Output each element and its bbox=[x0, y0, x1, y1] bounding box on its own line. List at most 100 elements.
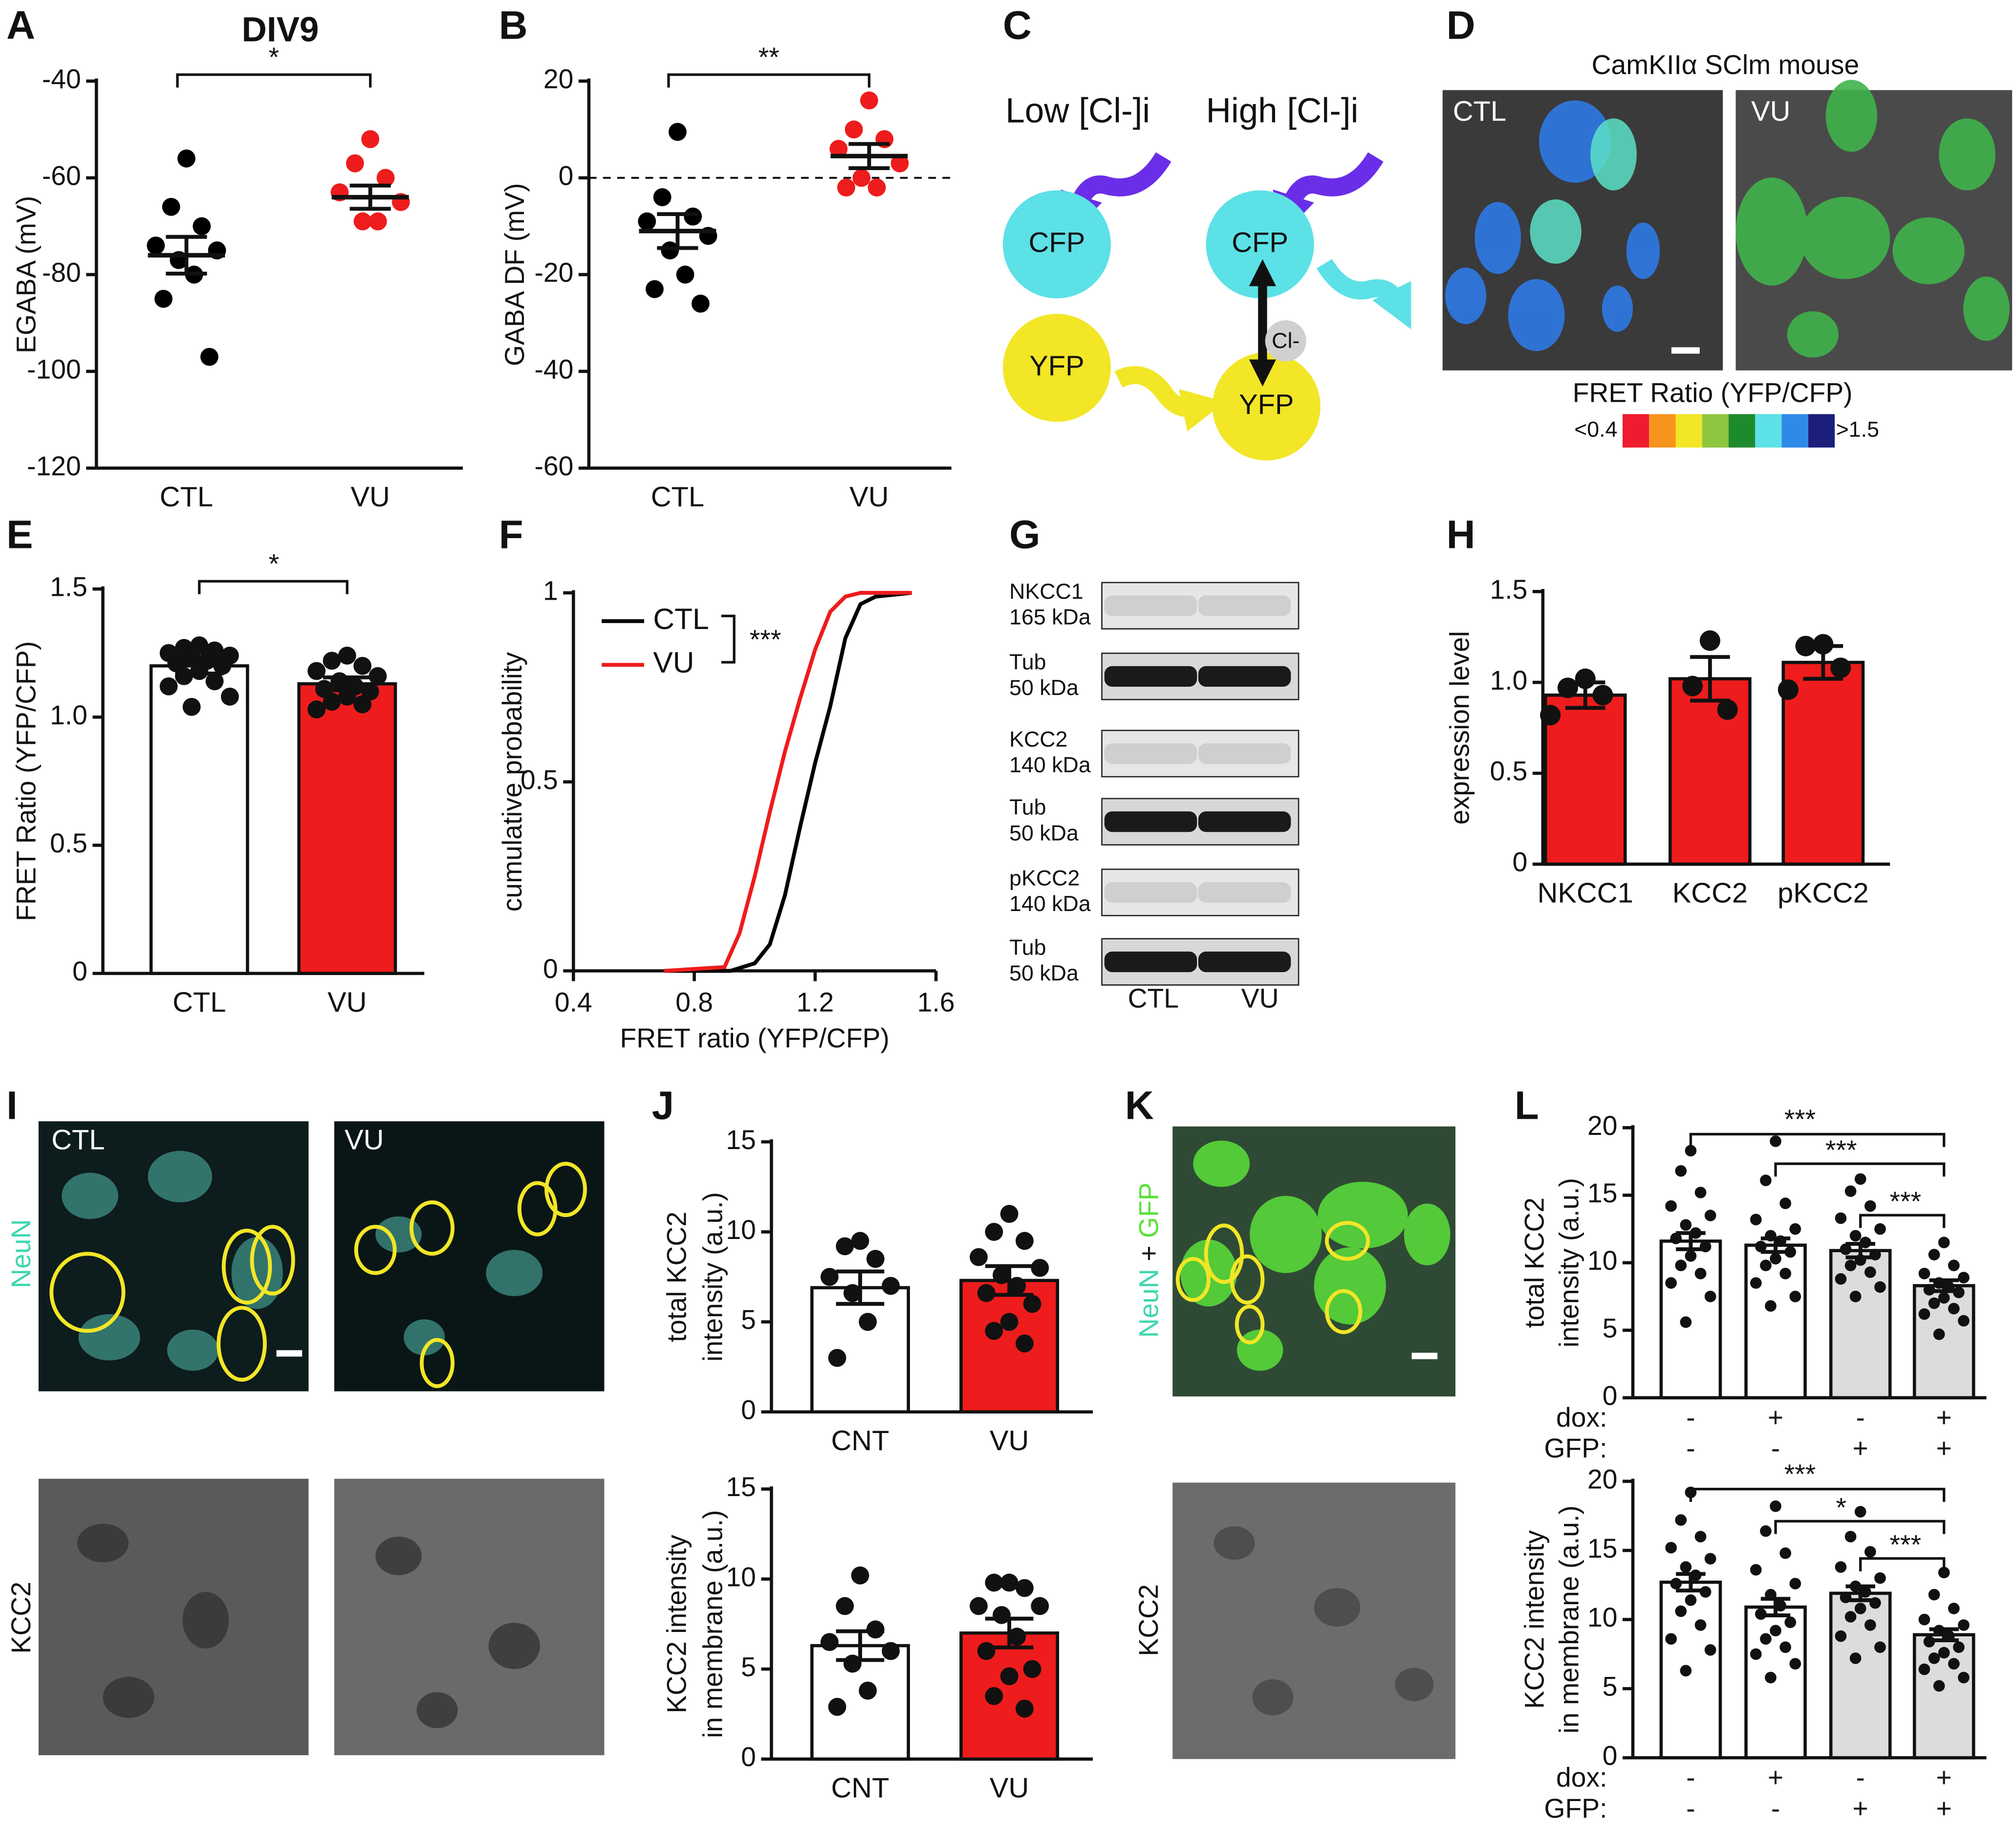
significance-label: *** bbox=[1784, 1459, 1816, 1489]
y-tick-label: 15 bbox=[1587, 1178, 1617, 1208]
y-axis-label: total KCC2 bbox=[662, 1212, 692, 1342]
data-point bbox=[1765, 1230, 1777, 1242]
data-point bbox=[338, 646, 356, 665]
x-tick-label: VU bbox=[990, 1425, 1029, 1456]
panel-letter: J bbox=[652, 1083, 674, 1128]
data-point bbox=[890, 154, 909, 173]
data-point bbox=[1933, 1277, 1945, 1289]
data-point bbox=[851, 1232, 869, 1250]
data-point bbox=[361, 130, 380, 149]
data-point bbox=[866, 1250, 885, 1268]
row-label: NeuN + GFP bbox=[1133, 1182, 1164, 1338]
image-title: CamKIIα SClm mouse bbox=[1592, 50, 1860, 80]
significance-bracket bbox=[721, 614, 736, 664]
data-point bbox=[1750, 1214, 1762, 1226]
y-tick-label: 20 bbox=[1587, 1464, 1617, 1494]
data-point bbox=[1784, 1616, 1797, 1629]
data-point bbox=[1694, 1267, 1707, 1280]
x-tick-label: CTL bbox=[651, 481, 704, 513]
data-point bbox=[668, 123, 687, 141]
data-point bbox=[307, 700, 326, 718]
blot-label: KCC2 bbox=[1009, 727, 1067, 751]
data-point bbox=[1830, 657, 1851, 678]
data-point bbox=[1685, 1145, 1697, 1157]
data-point bbox=[1789, 1290, 1801, 1303]
blot-band bbox=[1198, 743, 1291, 764]
panel-letter: B bbox=[499, 3, 528, 48]
emission-arrow bbox=[1316, 259, 1411, 329]
significance-label: * bbox=[269, 42, 280, 72]
blot-label: 50 kDa bbox=[1009, 821, 1079, 845]
data-point bbox=[182, 697, 201, 716]
panel-letter: F bbox=[499, 512, 523, 557]
data-point bbox=[1933, 1680, 1945, 1692]
y-tick-label: 0 bbox=[741, 1394, 756, 1425]
y-tick-label: -20 bbox=[534, 257, 573, 287]
data-point bbox=[1694, 1619, 1707, 1631]
lane-label: VU bbox=[1241, 983, 1279, 1013]
data-point bbox=[1933, 1625, 1945, 1637]
blot-band bbox=[1198, 666, 1291, 687]
condition-value: - bbox=[1856, 1402, 1864, 1433]
data-point bbox=[836, 1597, 854, 1615]
data-point bbox=[866, 1620, 885, 1639]
data-point bbox=[1675, 1514, 1687, 1526]
blot-label: Tub bbox=[1009, 796, 1046, 820]
data-point bbox=[1789, 1658, 1801, 1670]
data-point bbox=[1874, 1572, 1886, 1584]
y-tick-label: 0 bbox=[1513, 847, 1528, 877]
row-label: KCC2 bbox=[1133, 1584, 1164, 1656]
data-point bbox=[369, 212, 387, 231]
condition-value: + bbox=[1768, 1762, 1783, 1793]
significance-bracket bbox=[1689, 1132, 1946, 1147]
data-point bbox=[867, 178, 886, 197]
y-tick-label: 15 bbox=[726, 1472, 756, 1502]
data-point bbox=[1928, 1297, 1940, 1309]
data-point bbox=[1844, 1185, 1857, 1197]
x-tick-label: CTL bbox=[173, 987, 226, 1018]
colorbar-swatch bbox=[1649, 414, 1676, 448]
panel-letter: A bbox=[6, 3, 35, 48]
data-point bbox=[220, 687, 239, 706]
data-point bbox=[1699, 1586, 1712, 1598]
data-point bbox=[1699, 630, 1720, 651]
data-point bbox=[1923, 1283, 1935, 1296]
data-point bbox=[820, 1633, 839, 1652]
blot-label: pKCC2 bbox=[1009, 866, 1080, 890]
data-point bbox=[1023, 1660, 1041, 1678]
blot-label: 50 kDa bbox=[1009, 676, 1079, 700]
y-tick-label: 0 bbox=[1603, 1380, 1618, 1411]
data-point bbox=[353, 656, 372, 675]
data-point bbox=[977, 1642, 996, 1660]
data-point bbox=[993, 1606, 1011, 1624]
data-point bbox=[1008, 1277, 1026, 1295]
data-point bbox=[1000, 1205, 1019, 1223]
data-point bbox=[1770, 1253, 1781, 1265]
data-point bbox=[1704, 1553, 1716, 1565]
data-point bbox=[1008, 1628, 1026, 1646]
data-point bbox=[1854, 1603, 1866, 1614]
data-point bbox=[843, 1284, 862, 1303]
data-point bbox=[843, 1654, 862, 1673]
data-point bbox=[970, 1597, 988, 1615]
data-point bbox=[1844, 1531, 1857, 1543]
blot-label: 140 kDa bbox=[1009, 892, 1091, 916]
data-point bbox=[1016, 1334, 1034, 1353]
data-point bbox=[852, 169, 871, 187]
colorbar-swatch bbox=[1808, 414, 1835, 448]
data-point bbox=[1813, 634, 1834, 655]
cfp-circle bbox=[1206, 190, 1314, 299]
x-tick-label: CTL bbox=[160, 481, 213, 513]
bar bbox=[1744, 1243, 1807, 1400]
data-point bbox=[691, 294, 710, 313]
data-point bbox=[1844, 1260, 1857, 1271]
y-tick-label: 0.5 bbox=[1490, 756, 1528, 786]
data-point bbox=[1699, 1240, 1712, 1253]
y-tick-label: 20 bbox=[1587, 1110, 1617, 1141]
legend-label: CTL bbox=[653, 602, 709, 635]
data-point bbox=[193, 217, 211, 236]
x-tick-label: KCC2 bbox=[1672, 877, 1748, 909]
data-point bbox=[1755, 1240, 1767, 1253]
